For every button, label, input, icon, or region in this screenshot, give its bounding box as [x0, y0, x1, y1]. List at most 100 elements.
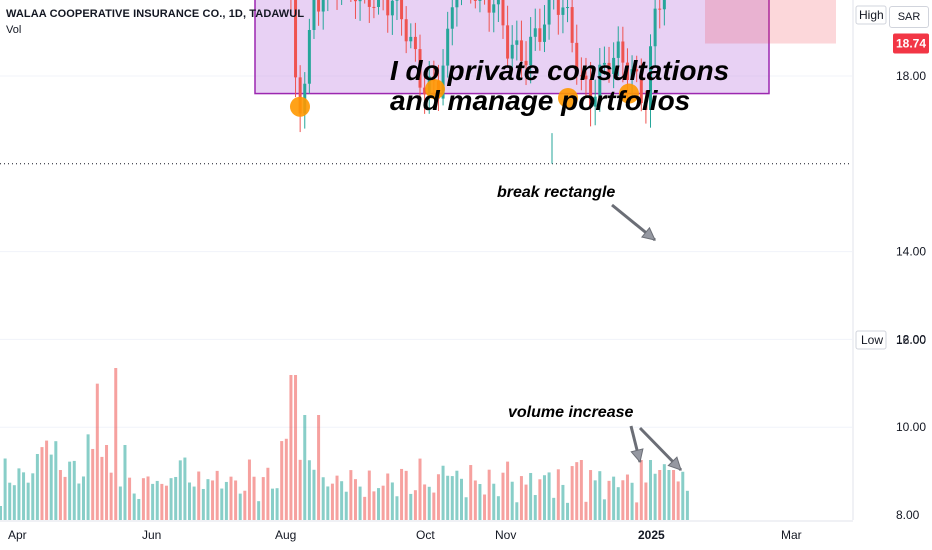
candle-body	[487, 0, 491, 13]
volume-bar	[427, 486, 431, 520]
candle-body	[542, 24, 546, 42]
volume-bar	[386, 473, 390, 520]
volume-indicator-label: Vol	[6, 24, 22, 36]
arrow-head	[641, 226, 656, 241]
volume-bar	[487, 469, 491, 520]
volume-bar	[266, 467, 270, 520]
volume-bar	[312, 469, 316, 520]
candle-body	[455, 0, 459, 8]
volume-bar	[621, 480, 625, 520]
volume-bar	[676, 481, 680, 520]
candle-body	[501, 0, 505, 26]
volume-bar	[496, 496, 500, 520]
volume-bar	[284, 438, 288, 520]
volume-bar	[501, 472, 505, 520]
volume-bar	[289, 375, 293, 520]
touch-marker[interactable]	[558, 87, 578, 108]
stop-price-label: 18.74	[896, 37, 926, 51]
volume-bar	[436, 474, 440, 520]
volume-bar	[547, 472, 551, 520]
volume-bar	[649, 460, 653, 520]
volume-bar	[529, 472, 533, 520]
volume-bar	[367, 470, 371, 520]
candle-body	[519, 40, 523, 61]
volume-bar	[330, 483, 334, 520]
volume-bar	[183, 457, 187, 520]
time-tick-label: 2025	[638, 528, 665, 542]
volume-bar	[685, 490, 689, 520]
volume-bar	[635, 502, 639, 520]
volume-bar	[220, 488, 224, 520]
volume-bar	[114, 368, 118, 520]
candle-body	[418, 49, 422, 88]
volume-bar	[188, 482, 192, 520]
volume-bar	[211, 480, 215, 520]
price-tick-label: 14.00	[896, 245, 926, 259]
price-tick-label: 10.00	[896, 420, 926, 434]
volume-bar	[307, 460, 311, 520]
volume-bar	[298, 459, 302, 520]
volume-bar	[243, 490, 247, 520]
time-tick-label: Aug	[275, 528, 296, 542]
volume-bar	[63, 476, 67, 520]
volume-bar	[128, 477, 132, 520]
volume-bar	[441, 465, 445, 520]
volume-bar	[506, 461, 510, 520]
volume-bar	[658, 470, 662, 520]
volume-bar	[409, 493, 413, 520]
candle-body	[321, 0, 325, 12]
volume-bar	[510, 481, 514, 520]
volume-bar	[515, 502, 519, 520]
volume-bar	[519, 476, 523, 520]
touch-marker[interactable]	[290, 96, 310, 117]
volume-bar	[492, 483, 496, 520]
candle-body	[579, 75, 583, 77]
volume-bar	[160, 483, 164, 520]
candle-body	[515, 40, 519, 45]
touch-marker[interactable]	[619, 83, 639, 104]
time-tick-label: Oct	[416, 528, 435, 542]
candle-body	[409, 36, 413, 42]
volume-bar	[542, 475, 546, 520]
headline-line1: I do private consultations	[390, 55, 729, 86]
volume-bar	[372, 491, 376, 520]
volume-bar	[201, 488, 205, 520]
volume-bar	[579, 460, 583, 520]
volume-bar	[552, 497, 556, 520]
volume-bar	[455, 470, 459, 520]
volume-bar	[473, 480, 477, 520]
stop-zone[interactable]	[705, 0, 836, 44]
candle-body	[307, 29, 311, 84]
volume-bar	[141, 478, 145, 520]
volume-bar	[17, 468, 21, 520]
volume-bar	[321, 477, 325, 520]
candle-body	[446, 28, 450, 66]
candle-body	[298, 77, 302, 114]
volume-bar	[0, 506, 2, 520]
time-tick-label: Mar	[781, 528, 802, 542]
candle-body	[584, 75, 588, 80]
volume-bar	[335, 475, 339, 520]
touch-marker[interactable]	[425, 79, 445, 100]
low-chip-label: Low	[861, 333, 883, 347]
candle-body	[413, 36, 417, 50]
price-tick-label: 8.00	[896, 508, 920, 522]
candle-body	[561, 7, 565, 15]
volume-bar	[363, 496, 367, 520]
volume-bar	[118, 486, 122, 520]
volume-bar	[358, 486, 362, 520]
currency-button[interactable]: SAR	[889, 6, 929, 28]
volume-bar	[464, 497, 468, 520]
volume-bar	[400, 468, 404, 520]
candle-body	[367, 0, 371, 7]
arrow-head	[667, 456, 682, 471]
candle-body	[432, 76, 436, 82]
volume-bar	[593, 480, 597, 520]
volume-bar	[381, 485, 385, 520]
volume-bar	[390, 482, 394, 520]
volume-bar	[280, 441, 284, 520]
candle-body	[621, 41, 625, 63]
volume-bar	[681, 471, 685, 520]
